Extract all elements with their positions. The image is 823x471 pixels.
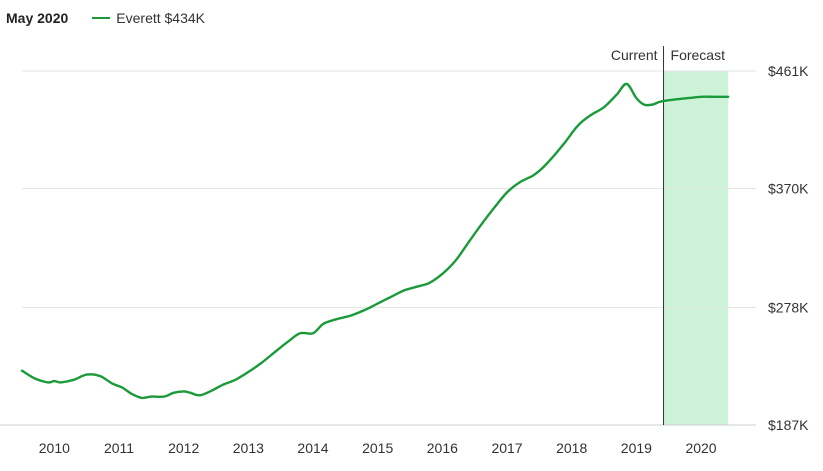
x-tick-label: 2016 [427,440,458,456]
y-tick-label: $370K [768,181,809,197]
x-tick-label: 2010 [39,440,70,456]
series-line-everett [20,82,730,400]
legend-item-everett[interactable]: Everett $434K [92,10,205,26]
chart-header: May 2020 Everett $434K [6,8,205,28]
x-tick-label: 2018 [556,440,587,456]
x-tick-label: 2020 [685,440,716,456]
legend-label: Everett $434K [116,10,206,26]
x-tick-label: 2014 [297,440,328,456]
y-tick-label: $461K [768,63,809,79]
legend-swatch [92,17,111,19]
y-tick-label: $278K [768,299,809,315]
current-label: Current [611,47,658,63]
x-tick-label: 2013 [233,440,264,456]
forecast-region [663,71,729,425]
y-tick-label: $187K [768,417,809,433]
forecast-label: Forecast [671,47,726,63]
x-tick-label: 2015 [362,440,393,456]
x-tick-label: 2019 [621,440,652,456]
x-tick-label: 2017 [491,440,522,456]
current-date-label: May 2020 [6,10,69,26]
x-tick-label: 2012 [168,440,199,456]
x-tick-label: 2011 [104,440,134,456]
